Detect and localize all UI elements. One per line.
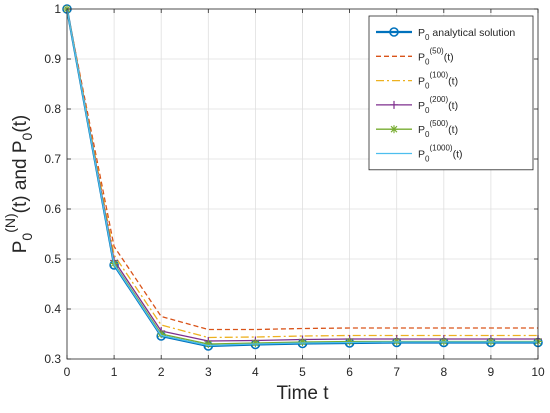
x-tick-label: 7 xyxy=(393,365,400,379)
legend-entry: P0 analytical solution xyxy=(376,27,515,42)
legend-label: P0 analytical solution xyxy=(418,27,515,42)
series-line xyxy=(66,8,538,347)
y-tick-label: 0.3 xyxy=(44,352,61,366)
y-tick-label: 0.8 xyxy=(44,102,61,116)
legend-label: P0(1000)(t) xyxy=(418,144,463,164)
x-tick-label: 2 xyxy=(158,365,165,379)
legend-entry: P0(50)(t) xyxy=(376,46,454,66)
y-tick-label: 0.4 xyxy=(44,302,61,316)
x-tick-label: 8 xyxy=(440,365,447,379)
series-2 xyxy=(66,8,538,339)
series-line xyxy=(66,8,538,339)
y-tick-label: 0.7 xyxy=(44,152,61,166)
x-tick-label: 0 xyxy=(64,365,71,379)
legend-marker xyxy=(389,27,399,37)
legend-label: P0(100)(t) xyxy=(418,71,458,91)
legend-label: P0(50)(t) xyxy=(418,46,454,66)
data-point xyxy=(204,340,213,348)
legend-label: P0(200)(t) xyxy=(418,95,458,115)
x-tick-label: 10 xyxy=(531,365,545,379)
legend-entry: P0(1000)(t) xyxy=(376,144,463,164)
data-point xyxy=(345,337,354,346)
x-tick-label: 5 xyxy=(299,365,306,379)
series-1 xyxy=(66,8,538,331)
y-tick-label: 0.5 xyxy=(44,252,61,266)
y-tick-label: 0.9 xyxy=(44,52,61,66)
tick-labels: 0 1 2 3 4 5 6 7 8 9 10 0.3 0.4 0.5 0.6 0.7 0.8 0.9 1 xyxy=(44,2,545,379)
legend-box xyxy=(368,15,534,171)
data-point xyxy=(251,339,260,347)
legend-entry: P0(500)(t) xyxy=(376,119,458,139)
legend-entry: P0(200)(t) xyxy=(376,95,458,115)
legend-marker xyxy=(390,125,398,134)
y-tick-label: 0.6 xyxy=(44,202,61,216)
legend-entry: P0(100)(t) xyxy=(376,71,458,91)
x-tick-label: 4 xyxy=(252,365,259,379)
legend-marker xyxy=(390,100,398,109)
series-5 xyxy=(66,8,538,347)
x-tick-label: 6 xyxy=(346,365,353,379)
legend: P0 analytical solution P0(50)(t) P0(100)(t… xyxy=(368,15,534,171)
legend-label: P0(500)(t) xyxy=(418,119,458,139)
x-axis-label: Time t xyxy=(276,383,329,404)
axes-frame xyxy=(66,8,539,360)
x-tick-label: 3 xyxy=(205,365,212,379)
series-line xyxy=(66,8,538,331)
series-group xyxy=(62,4,543,351)
data-point xyxy=(298,338,307,346)
y-tick-label: 1 xyxy=(54,2,61,16)
x-tick-label: 1 xyxy=(111,365,118,379)
x-tick-label: 9 xyxy=(488,365,495,379)
y-axis-label: P0(N)(t) and P0(t) xyxy=(2,115,35,254)
